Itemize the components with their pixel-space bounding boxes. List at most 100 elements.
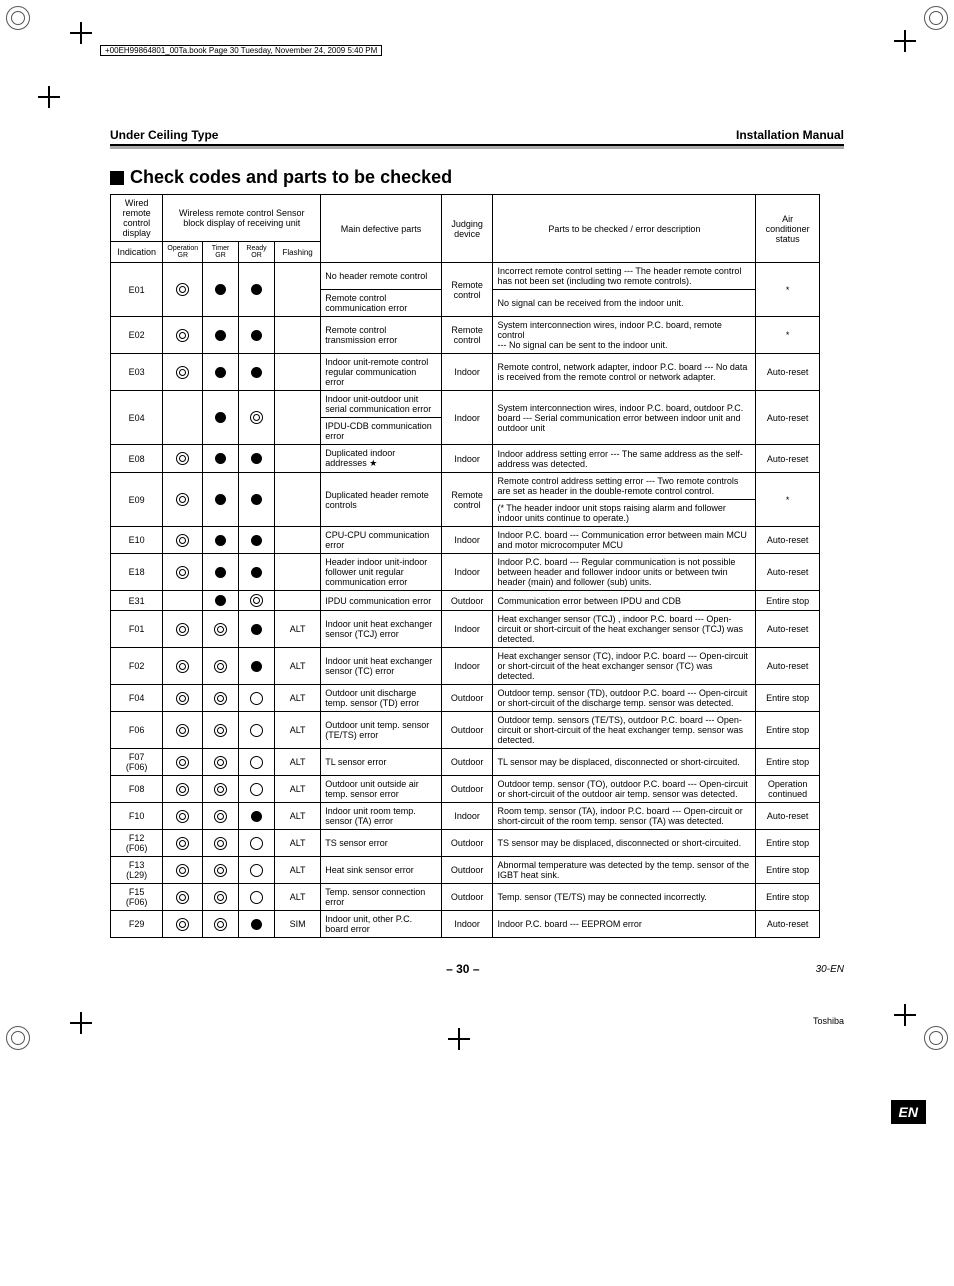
cell-led-timer (203, 473, 239, 527)
cell-flashing (275, 354, 321, 391)
led-dot-icon (215, 367, 226, 378)
cell-judging: Indoor (441, 611, 493, 648)
led-dbl-icon (176, 452, 189, 465)
cell-description: System interconnection wires, indoor P.C… (493, 391, 756, 445)
table-row: E09Duplicated header remote controlsRemo… (111, 473, 820, 500)
table-row: F13 (L29)ALTHeat sink sensor errorOutdoo… (111, 857, 820, 884)
cell-flashing (275, 263, 321, 317)
cell-description: (* The header indoor unit stops raising … (493, 500, 756, 527)
cell-status: Auto-reset (756, 354, 820, 391)
cell-led-timer (203, 803, 239, 830)
cell-judging: Outdoor (441, 776, 493, 803)
led-dbl-icon (176, 864, 189, 877)
cell-code: F29 (111, 911, 163, 938)
cell-defective: Indoor unit-outdoor unit serial communic… (321, 391, 442, 418)
cell-defective: Indoor unit heat exchanger sensor (TCJ) … (321, 611, 442, 648)
table-row: F29 SIMIndoor unit, other P.C. board erro… (111, 911, 820, 938)
cell-flashing (275, 554, 321, 591)
cell-led-timer (203, 354, 239, 391)
cell-code: F10 (111, 803, 163, 830)
cell-judging: Remote control (441, 473, 493, 527)
led-dbl-icon (214, 692, 227, 705)
led-dot-icon (251, 567, 262, 578)
led-dbl-icon (214, 724, 227, 737)
table-row: E18Header indoor unit-indoor follower un… (111, 554, 820, 591)
led-dbl-icon (176, 918, 189, 931)
cell-defective: Indoor unit heat exchanger sensor (TC) e… (321, 648, 442, 685)
cell-led-timer (203, 391, 239, 445)
cell-led-op (163, 776, 203, 803)
cell-led-op (163, 884, 203, 911)
cell-led-ready (238, 648, 274, 685)
led-dot-icon (215, 595, 226, 606)
cell-flashing (275, 527, 321, 554)
cell-defective: TL sensor error (321, 749, 442, 776)
cell-judging: Outdoor (441, 884, 493, 911)
cell-led-op (163, 685, 203, 712)
cell-description: Indoor P.C. board --- Regular communicat… (493, 554, 756, 591)
reg-mark-icon (924, 1026, 948, 1050)
cell-judging: Indoor (441, 445, 493, 473)
led-dbl-icon (214, 660, 227, 673)
table-row: E01No header remote controlRemote contro… (111, 263, 820, 290)
cell-led-ready (238, 354, 274, 391)
cell-led-op (163, 317, 203, 354)
cell-led-op (163, 911, 203, 938)
led-dbl-icon (250, 594, 263, 607)
cell-description: TL sensor may be displaced, disconnected… (493, 749, 756, 776)
cell-defective: Temp. sensor connection error (321, 884, 442, 911)
cell-description: Indoor P.C. board --- EEPROM error (493, 911, 756, 938)
cell-flashing: ALT (275, 884, 321, 911)
cross-mark-icon (894, 1004, 916, 1026)
cell-led-op (163, 803, 203, 830)
cell-judging: Remote control (441, 317, 493, 354)
table-row: E10CPU-CPU communication errorIndoorIndo… (111, 527, 820, 554)
cell-flashing: SIM (275, 911, 321, 938)
led-dbl-icon (176, 534, 189, 547)
page-code: 30-EN (816, 964, 844, 975)
cell-status: * (756, 317, 820, 354)
led-dbl-icon (176, 692, 189, 705)
cross-mark-icon (70, 22, 92, 44)
cell-code: F13 (L29) (111, 857, 163, 884)
led-dbl-icon (214, 623, 227, 636)
led-dot-icon (215, 412, 226, 423)
cell-flashing: ALT (275, 803, 321, 830)
cell-defective: Remote control communication error (321, 290, 442, 317)
cell-led-timer (203, 648, 239, 685)
cross-mark-icon (38, 86, 60, 108)
cell-judging: Indoor (441, 527, 493, 554)
table-row: E02Remote control transmission errorRemo… (111, 317, 820, 354)
table-row: F04ALTOutdoor unit discharge temp. senso… (111, 685, 820, 712)
led-dot-icon (215, 330, 226, 341)
led-dbl-icon (176, 566, 189, 579)
page-number: – 30 – (446, 962, 479, 976)
cell-judging: Outdoor (441, 857, 493, 884)
led-dot-icon (251, 535, 262, 546)
led-dbl-icon (176, 891, 189, 904)
table-row: F15 (F06)ALTTemp. sensor connection erro… (111, 884, 820, 911)
cell-code: F08 (111, 776, 163, 803)
cell-led-ready (238, 749, 274, 776)
th-desc: Parts to be checked / error description (493, 195, 756, 263)
cell-led-timer (203, 591, 239, 611)
cell-status: Operation continued (756, 776, 820, 803)
cell-led-op (163, 527, 203, 554)
cell-description: Outdoor temp. sensor (TD), outdoor P.C. … (493, 685, 756, 712)
cell-defective: Indoor unit, other P.C. board error (321, 911, 442, 938)
cell-led-timer (203, 712, 239, 749)
cell-led-ready (238, 911, 274, 938)
cell-led-ready (238, 263, 274, 317)
led-dot-icon (215, 535, 226, 546)
cell-led-ready (238, 317, 274, 354)
cell-led-timer (203, 749, 239, 776)
cell-status: Entire stop (756, 830, 820, 857)
cell-led-op (163, 554, 203, 591)
cell-led-ready (238, 611, 274, 648)
cell-led-timer (203, 445, 239, 473)
language-tab: EN (891, 1100, 926, 1124)
led-dot-icon (251, 919, 262, 930)
cell-description: Heat exchanger sensor (TCJ) , indoor P.C… (493, 611, 756, 648)
th-judging: Judging device (441, 195, 493, 263)
led-dot-icon (251, 330, 262, 341)
